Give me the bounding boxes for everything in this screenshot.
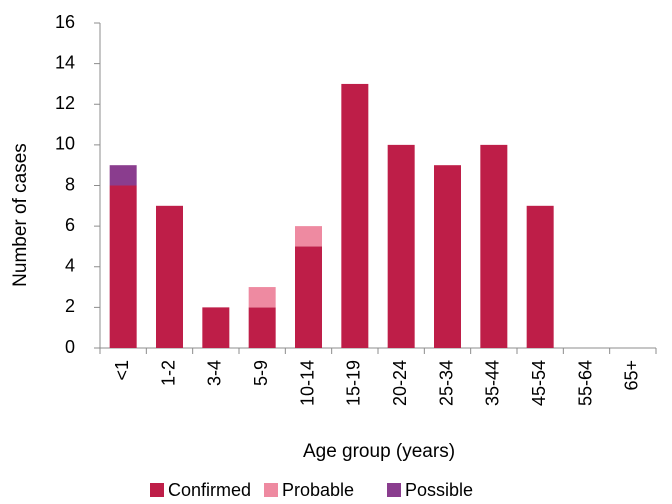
y-tick-label: 2 [65, 296, 75, 316]
x-tick-label: 5-9 [251, 360, 271, 386]
bar-confirmed [480, 144, 508, 348]
y-tick-label: 12 [55, 93, 75, 113]
bar-confirmed [248, 307, 276, 348]
x-tick-label: 65+ [622, 360, 642, 391]
x-tick-label: 55-64 [575, 360, 595, 406]
y-tick-label: 14 [55, 52, 75, 72]
bar-confirmed [295, 246, 322, 348]
y-tick-label: 8 [65, 174, 75, 194]
x-tick-label: 3-4 [205, 360, 225, 386]
y-tick-label: 16 [55, 12, 75, 32]
y-tick-label: 4 [65, 256, 75, 276]
bar-confirmed [202, 307, 230, 348]
y-tick-label: 10 [55, 134, 75, 154]
legend-label-possible: Possible [405, 480, 473, 500]
bar-confirmed [109, 185, 137, 348]
x-tick-label: 25-34 [436, 360, 456, 406]
plot-area: 0 2 4 6 8 10 12 14 16 <1 1-2 3-4 5-9 10-14 15-19 20-24 2… [55, 12, 657, 406]
bar-confirmed [387, 144, 415, 348]
bar-confirmed [341, 83, 369, 348]
y-tick-label: 6 [65, 215, 75, 235]
x-tick-label: 10-14 [297, 360, 317, 406]
bar-confirmed [434, 165, 461, 348]
x-axis-title: Age group (years) [303, 441, 455, 462]
legend-swatch-confirmed [150, 483, 164, 497]
bar-probable [295, 226, 322, 247]
bar-probable [248, 287, 276, 308]
x-tick-label: 15-19 [344, 360, 364, 406]
legend: Confirmed Probable Possible [150, 480, 473, 500]
legend-swatch-probable [264, 483, 278, 497]
legend-swatch-possible [387, 483, 401, 497]
x-tick-label: 20-24 [390, 360, 410, 406]
legend-label-confirmed: Confirmed [168, 480, 251, 500]
y-tick-label: 0 [65, 337, 75, 357]
x-tick-label: 1-2 [158, 360, 178, 386]
x-tick-label: 45-54 [529, 360, 549, 406]
bar-confirmed [526, 205, 554, 348]
bar-confirmed [156, 205, 183, 348]
x-tick-label: <1 [112, 360, 132, 381]
bar-possible [109, 165, 137, 186]
y-axis-title: Number of cases [10, 143, 31, 287]
legend-label-probable: Probable [282, 480, 354, 500]
x-tick-label: 35-44 [483, 360, 503, 406]
